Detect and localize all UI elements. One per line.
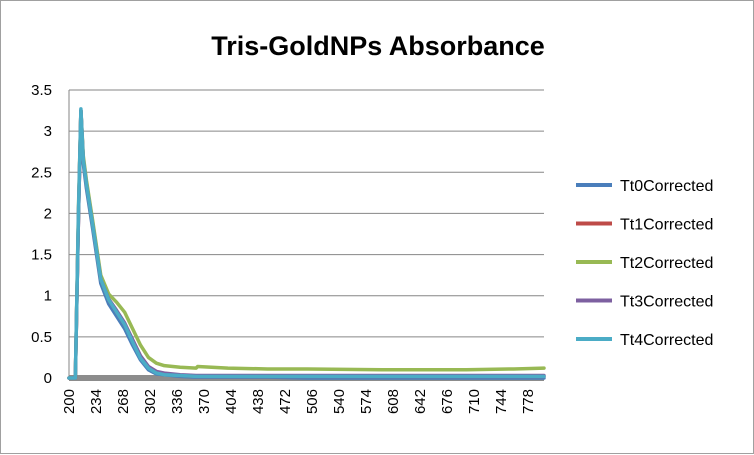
x-tick-label: 540: [331, 389, 348, 414]
x-tick-label: 200: [61, 389, 78, 414]
x-tick-label: 234: [88, 389, 105, 414]
series-line-tt0corrected: [67, 108, 546, 380]
y-tick-label: 0.5: [31, 329, 52, 346]
x-tick-label: 744: [493, 389, 510, 414]
x-tick-label: 676: [439, 389, 456, 414]
x-tick-label: 404: [223, 389, 240, 414]
x-tick-label: 574: [358, 389, 375, 414]
series-line-tt1corrected: [67, 108, 546, 380]
legend: Tt0Corrected Tt1Corrected Tt2Corrected Tt3C…: [576, 178, 713, 349]
y-tick-label: 2: [44, 205, 52, 222]
legend-label: Tt4Corrected: [620, 332, 713, 349]
x-tick-label: 710: [466, 389, 483, 414]
x-tick-label: 336: [169, 389, 186, 414]
y-tick-label: 0: [44, 370, 52, 387]
series-line-tt3corrected: [67, 108, 546, 380]
x-tick-label: 472: [277, 389, 294, 414]
series-layer: [67, 107, 546, 380]
y-tick-label: 3: [44, 123, 52, 140]
y-tick-label: 1.5: [31, 247, 52, 264]
x-tick-label: 438: [250, 389, 267, 414]
gridlines: [69, 89, 544, 338]
chart-title: Tris-GoldNPs Absorbance: [211, 31, 545, 61]
x-tick-label: 370: [196, 389, 213, 414]
x-tick-label: 778: [520, 389, 537, 414]
x-tick-label: 506: [304, 389, 321, 414]
x-tick-label: 642: [412, 389, 429, 414]
axes: 0 0.5 1 1.5 2 2.5 3 3.5 200 234 268 302 336 370 404 438…: [31, 82, 544, 414]
y-tick-label: 3.5: [31, 82, 52, 99]
series-line-tt2corrected: [67, 108, 546, 380]
y-tick-label: 1: [44, 288, 52, 305]
legend-label: Tt3Corrected: [620, 294, 713, 311]
x-tick-label: 268: [115, 389, 132, 414]
legend-label: Tt1Corrected: [620, 217, 713, 234]
x-tick-label: 608: [385, 389, 402, 414]
series-line-tt4corrected: [67, 107, 546, 380]
legend-label: Tt2Corrected: [620, 255, 713, 272]
legend-label: Tt0Corrected: [620, 178, 713, 195]
x-tick-label: 302: [142, 389, 159, 414]
y-tick-label: 2.5: [31, 164, 52, 181]
